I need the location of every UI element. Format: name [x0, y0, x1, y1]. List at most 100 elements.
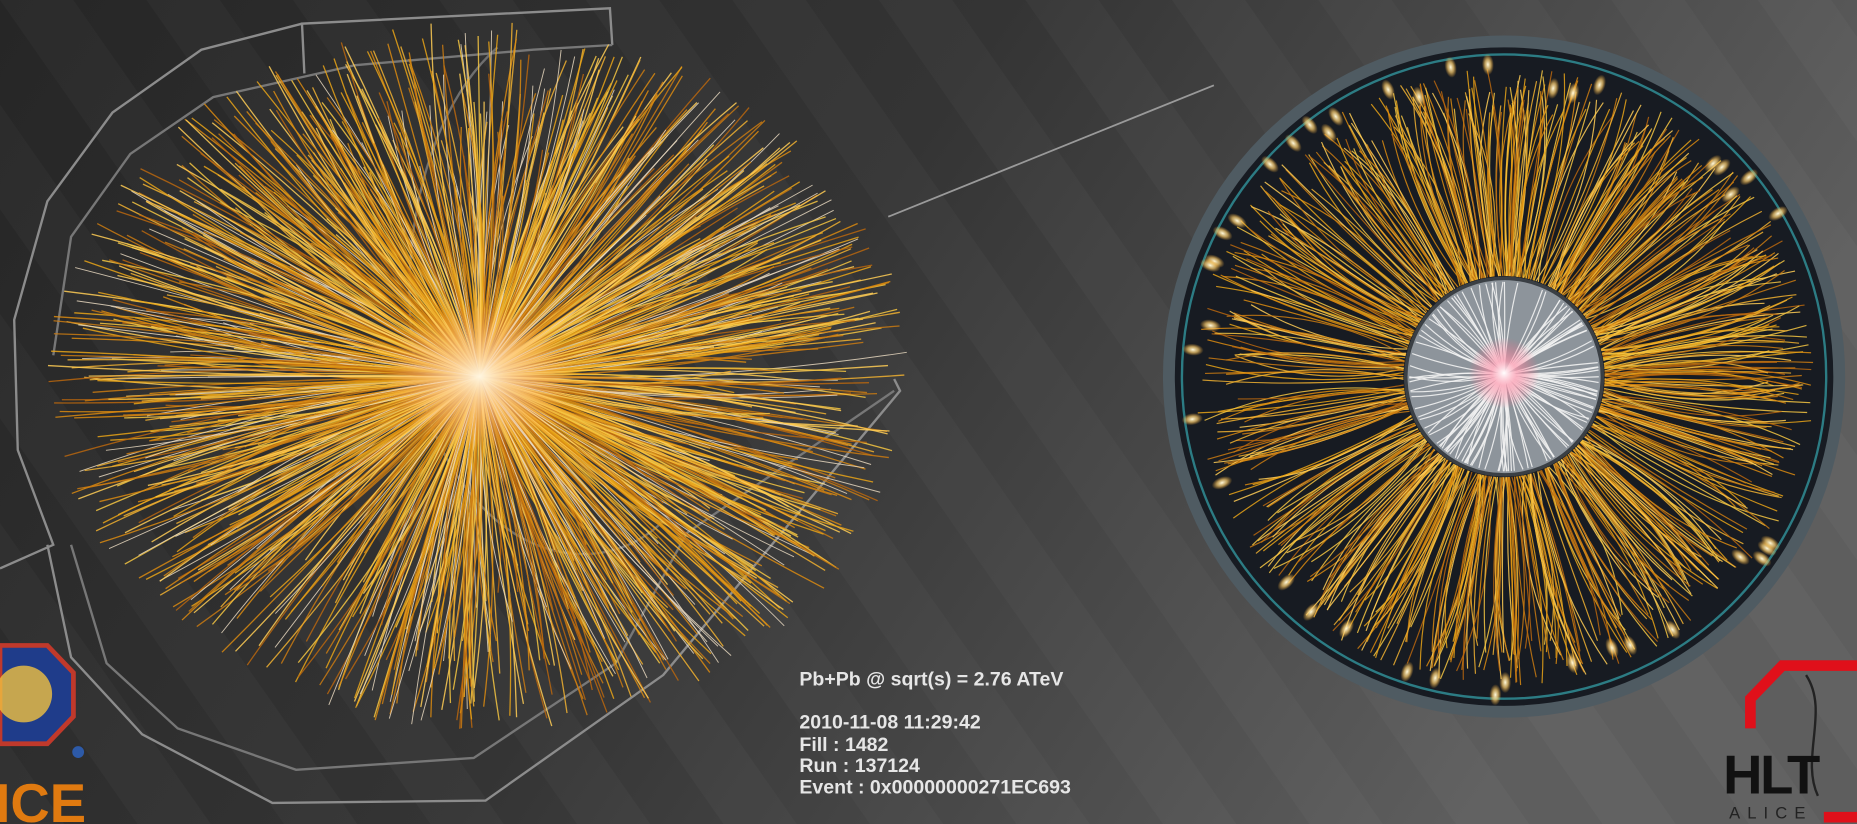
track [1527, 80, 1579, 280]
track [1371, 140, 1456, 290]
track [1572, 449, 1686, 569]
track [1558, 460, 1674, 637]
track [1604, 344, 1784, 368]
track [1542, 114, 1615, 284]
track [1603, 341, 1785, 365]
track [1363, 464, 1456, 627]
track [1208, 357, 1404, 371]
track [1322, 452, 1440, 591]
teal-ring [1180, 53, 1828, 700]
track [1202, 377, 1404, 384]
track [1474, 80, 1495, 277]
track [1598, 409, 1757, 466]
track [1237, 384, 1404, 400]
track [1205, 364, 1404, 381]
track [1562, 457, 1670, 604]
track [1233, 317, 1406, 356]
track [1285, 169, 1432, 308]
track [1587, 431, 1744, 534]
track [1504, 112, 1512, 277]
track [1329, 452, 1439, 579]
track [1580, 175, 1739, 312]
track [1406, 471, 1473, 664]
track [1321, 145, 1443, 298]
calorimeter-hit [1320, 123, 1337, 143]
track [1595, 416, 1782, 499]
track [1220, 390, 1405, 420]
track [1576, 445, 1720, 580]
track [1320, 141, 1443, 298]
track [1356, 463, 1455, 634]
track [1592, 422, 1779, 522]
track [1375, 467, 1463, 659]
track [1326, 456, 1444, 611]
track [1391, 133, 1463, 286]
track [1207, 403, 1408, 460]
track [1604, 344, 1809, 367]
wireframe [52, 43, 613, 356]
track [1437, 474, 1482, 653]
track [1515, 476, 1544, 684]
track [1433, 80, 1482, 279]
track [1249, 432, 1421, 548]
track [1506, 477, 1517, 655]
track [1332, 459, 1449, 632]
calorimeter-hit [1489, 684, 1502, 706]
track [1333, 459, 1448, 626]
track [1597, 265, 1775, 340]
run-text: Run : 137124 [799, 755, 920, 777]
collision-text: Pb+Pb @ sqrt(s) = 2.76 ATeV [799, 669, 1063, 691]
track [1507, 100, 1517, 277]
track [1351, 150, 1449, 294]
track [1585, 435, 1753, 559]
track [1603, 328, 1773, 360]
calorimeter-hit [1713, 158, 1731, 176]
track [1601, 299, 1788, 351]
track [1553, 463, 1658, 642]
track [1465, 96, 1492, 277]
calorimeter-hit [1328, 106, 1344, 127]
track [1207, 307, 1407, 355]
track [1311, 446, 1432, 563]
track [1603, 387, 1808, 414]
track [1378, 465, 1459, 617]
track [1571, 180, 1684, 303]
track [1604, 373, 1802, 389]
track [1599, 408, 1796, 476]
track [1281, 164, 1432, 308]
track [1508, 85, 1527, 277]
track [1567, 138, 1700, 300]
track [1395, 100, 1468, 284]
track [1507, 477, 1520, 672]
calorimeter-hit [1704, 154, 1722, 173]
track [1280, 233, 1420, 323]
calorimeter-hit [1605, 637, 1619, 658]
calorimeter-hit [1739, 169, 1758, 186]
track [1591, 425, 1736, 508]
track [1419, 104, 1475, 281]
track [1523, 73, 1566, 279]
track [1570, 451, 1685, 580]
scene-group: Pb+Pb @ sqrt(s) = 2.76 ATeV 2010-11-08 1… [0, 7, 1857, 824]
track [1462, 476, 1492, 680]
right-tracks [1181, 53, 1814, 706]
track [1400, 115, 1468, 284]
track [1511, 476, 1531, 649]
hlt-logo: HLT ALICE [1723, 660, 1857, 823]
track [1601, 398, 1784, 443]
calorimeter-hit [1211, 476, 1233, 490]
track [1279, 177, 1430, 311]
track [1540, 108, 1611, 284]
track [1533, 101, 1591, 281]
track [1548, 466, 1623, 615]
track [1479, 91, 1500, 277]
track [1324, 133, 1445, 296]
track [1344, 160, 1445, 296]
track [1340, 461, 1452, 641]
track [1604, 354, 1792, 372]
track [1604, 350, 1770, 371]
track [1561, 136, 1674, 295]
calorimeter-hit [1768, 206, 1788, 222]
